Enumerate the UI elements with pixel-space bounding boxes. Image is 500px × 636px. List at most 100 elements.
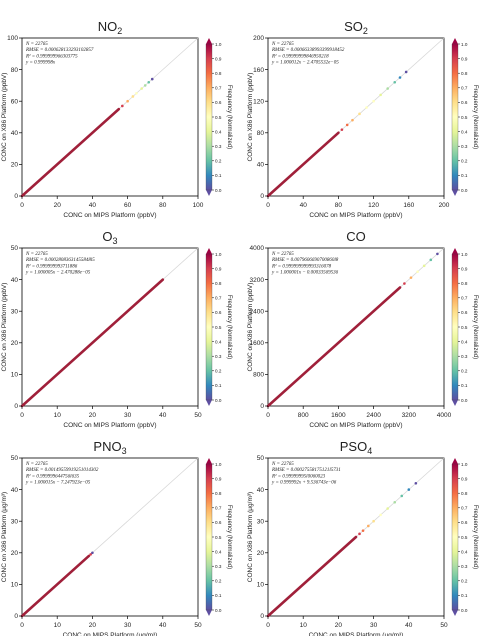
- y-tick-label: 40: [257, 162, 265, 169]
- chart-title-main: PNO: [93, 439, 121, 454]
- y-axis-label: CONC on X86 Platform (ppbV): [247, 73, 254, 162]
- x-axis-label: CONC on MIPS Platform (ppbV): [63, 212, 156, 219]
- colorbar-tick-label: 0.3: [215, 564, 222, 569]
- dense-data-band: [266, 535, 358, 618]
- colorbar-tick-label: 0.8: [461, 281, 468, 286]
- colorbar-tick-label: 0.0: [461, 188, 468, 193]
- data-point: [372, 99, 375, 103]
- chart-title-subscript: 4: [367, 446, 372, 456]
- colorbar-tick-label: 0.0: [215, 188, 222, 193]
- data-point: [414, 481, 418, 485]
- x-tick-label: 40: [405, 622, 413, 629]
- x-tick-label: 50: [440, 622, 448, 629]
- colorbar: [451, 463, 459, 611]
- x-tick-label: 40: [159, 622, 167, 629]
- dense-data-band: [266, 286, 402, 408]
- colorbar-extend-top: [206, 38, 212, 44]
- x-tick-label: 30: [370, 622, 378, 629]
- x-tick-label: 1600: [331, 412, 346, 419]
- y-tick-label: 50: [257, 455, 265, 462]
- colorbar-extend-bottom: [452, 400, 458, 406]
- colorbar-tick-label: 0.2: [215, 369, 222, 374]
- colorbar-tick-label: 1.0: [215, 252, 222, 257]
- colorbar-tick-label: 0.9: [461, 266, 468, 271]
- colorbar-extend-top: [206, 248, 212, 254]
- y-tick-label: 2400: [250, 308, 265, 315]
- x-axis-label: CONC on MIPS Platform (μg/m³): [63, 632, 158, 636]
- y-tick-label: 30: [11, 308, 19, 315]
- data-point: [416, 270, 419, 274]
- x-tick-label: 0: [20, 622, 24, 629]
- colorbar-extend-bottom: [452, 610, 458, 616]
- chart-title: CO: [346, 229, 366, 244]
- stats-line: RMSE = 0.00028083631455848l5: [25, 258, 95, 263]
- y-tick-label: 3200: [250, 277, 265, 284]
- data-point: [361, 529, 365, 532]
- colorbar-tick-label: 0.7: [461, 86, 468, 91]
- dense-data-band: [266, 131, 340, 198]
- y-tick-label: 0: [260, 193, 264, 200]
- colorbar-tick-label: 0.4: [215, 129, 222, 134]
- x-tick-label: 80: [159, 202, 167, 209]
- colorbar-tick-label: 0.4: [461, 549, 468, 554]
- stats-line: RMSE = 0.00066338993399918452: [271, 48, 345, 53]
- data-point: [436, 252, 439, 256]
- y-tick-label: 10: [11, 372, 19, 379]
- stats-line: N = 22765: [25, 252, 48, 257]
- colorbar-tick-label: 0.1: [215, 593, 222, 598]
- stats-line: R² = 0.99999999846950218: [271, 53, 329, 59]
- y-axis-label: CONC on X86 Platform (ppbV): [247, 283, 254, 372]
- colorbar-label: Frequency (Normalized): [226, 85, 232, 149]
- data-point: [147, 80, 151, 84]
- x-tick-label: 30: [124, 622, 132, 629]
- colorbar-tick-label: 0.9: [461, 476, 468, 481]
- colorbar-tick-label: 0.5: [215, 115, 222, 120]
- data-point: [379, 93, 382, 97]
- dense-data-band: [20, 107, 121, 198]
- y-axis-label: CONC on X86 Platform (μg/m³): [1, 492, 8, 582]
- colorbar-tick-label: 0.4: [461, 129, 468, 134]
- data-point: [386, 87, 389, 90]
- y-tick-label: 40: [257, 487, 265, 494]
- y-axis-label: CONC on X86 Platform (ppbV): [1, 73, 8, 162]
- y-tick-label: 200: [253, 35, 264, 42]
- x-tick-label: 10: [300, 622, 308, 629]
- x-tick-label: 40: [159, 412, 167, 419]
- colorbar-tick-label: 0.1: [215, 173, 222, 178]
- stats-line: N = 22765: [271, 42, 294, 47]
- x-tick-label: 10: [54, 412, 62, 419]
- colorbar-extend-bottom: [452, 190, 458, 196]
- chart-panel-4: CO 0 800 1600 2400 3200 4000 0 800 1600 2400 3200 40…: [247, 229, 478, 429]
- y-tick-label: 100: [7, 35, 18, 42]
- y-tick-label: 10: [257, 582, 265, 589]
- colorbar-tick-label: 0.1: [461, 383, 468, 388]
- chart-title: PSO4: [340, 439, 372, 456]
- data-point: [365, 106, 368, 109]
- colorbar-tick-label: 0.2: [215, 579, 222, 584]
- colorbar-tick-label: 0.6: [215, 100, 222, 105]
- colorbar-tick-label: 0.8: [215, 71, 222, 76]
- colorbar-tick-label: 0.7: [461, 506, 468, 511]
- x-tick-label: 800: [298, 412, 309, 419]
- x-tick-label: 120: [368, 202, 379, 209]
- colorbar-tick-label: 0.8: [215, 281, 222, 286]
- y-tick-label: 20: [11, 340, 19, 347]
- colorbar-tick-label: 0.7: [215, 506, 222, 511]
- stats-line: y = 1.000005x − 2.470288e−05: [25, 271, 91, 276]
- y-tick-label: 4000: [250, 245, 265, 252]
- y-tick-label: 40: [11, 130, 19, 137]
- x-tick-label: 20: [89, 622, 97, 629]
- colorbar-tick-label: 0.1: [461, 593, 468, 598]
- colorbar-tick-label: 0.5: [461, 325, 468, 330]
- colorbar-tick-label: 0.5: [215, 535, 222, 540]
- y-tick-label: 30: [11, 518, 19, 525]
- chart-title-main: O: [102, 229, 112, 244]
- chart-title-main: SO: [344, 19, 363, 34]
- stats-line: RMSE = 0.00027558175121l5731: [271, 468, 341, 473]
- dense-data-band: [20, 278, 165, 408]
- colorbar-label: Frequency (Normalized): [472, 85, 478, 149]
- x-tick-label: 200: [439, 202, 450, 209]
- x-tick-label: 30: [124, 412, 132, 419]
- y-tick-label: 50: [11, 455, 19, 462]
